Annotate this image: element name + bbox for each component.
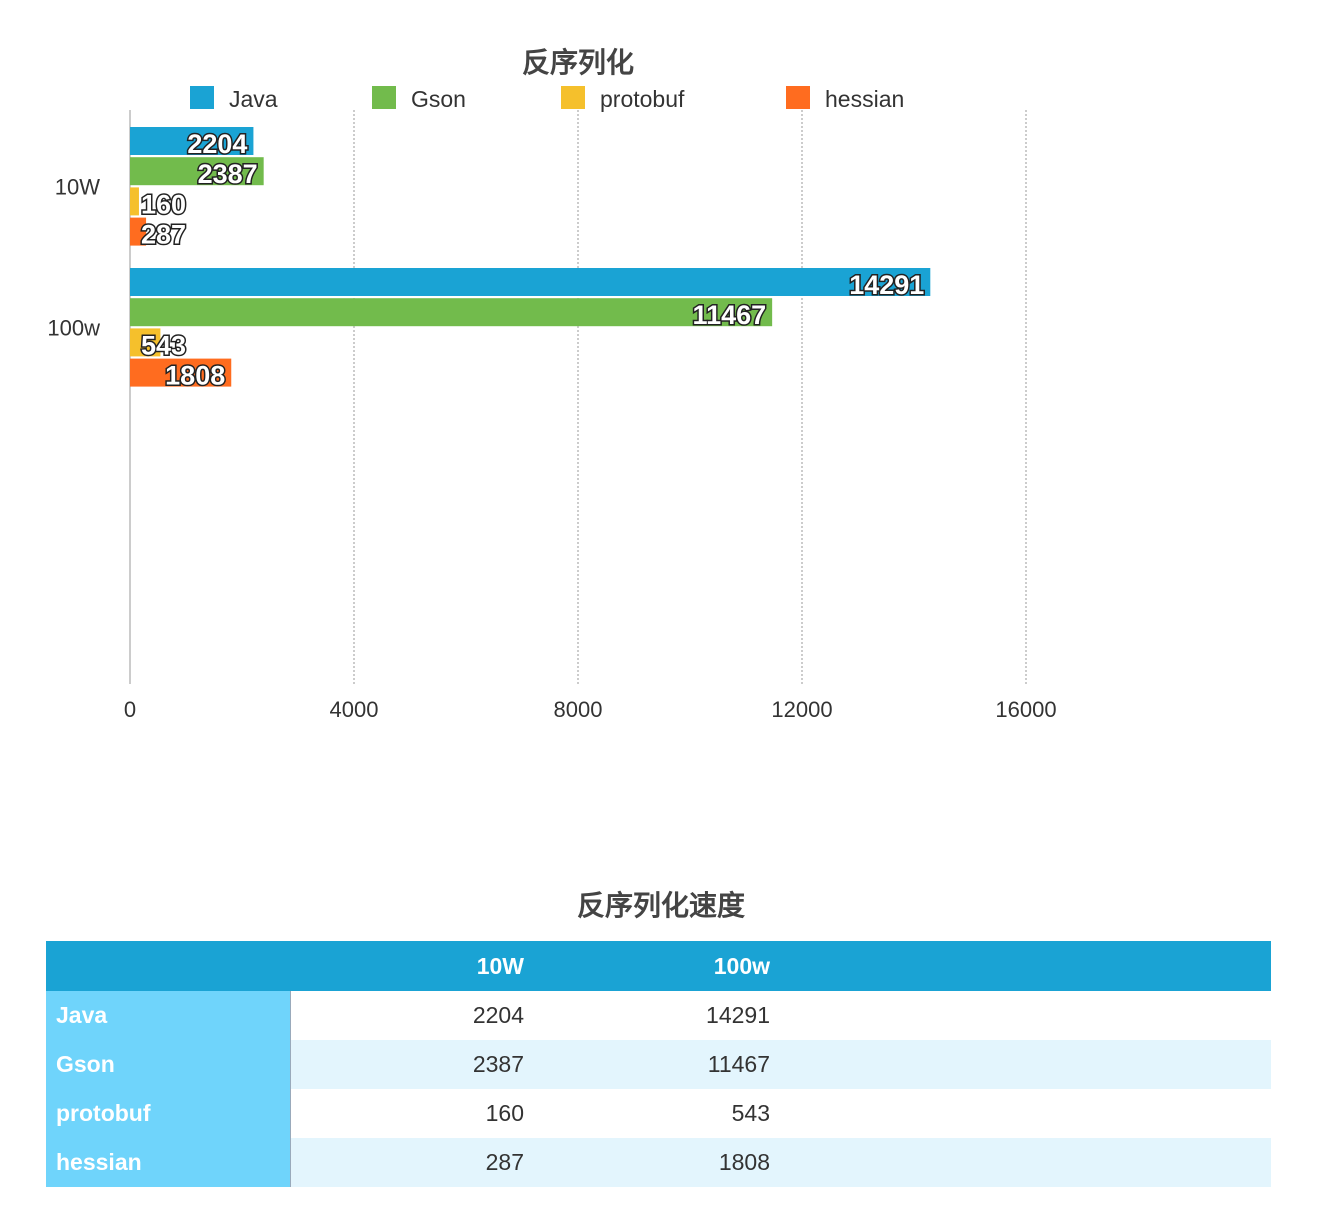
x-tick-label: 12000 [771,697,832,722]
table-row: hessian 287 1808 [46,1138,1271,1187]
bar-value-label: 287 [141,220,186,250]
table-header-row: 10W 100w [46,941,1271,991]
bar-value-label: 2387 [198,159,258,189]
x-tick-label: 0 [124,697,136,722]
legend-label-gson: Gson [411,86,466,112]
cell-100w: 1808 [524,1138,770,1187]
bar-gson [130,298,773,327]
bar-value-label: 160 [141,189,186,219]
x-axis-ticks: 0 4000 8000 12000 16000 [124,697,1057,722]
x-tick-label: 8000 [554,697,603,722]
x-tick-label: 16000 [995,697,1056,722]
table-header-100w: 100w [524,941,770,991]
category-label: 100w [47,315,100,340]
x-tick-label: 4000 [330,697,379,722]
legend-swatch-protobuf [561,86,585,109]
cell-filler [770,1089,1271,1138]
cell-filler [770,991,1271,1040]
row-label: Java [46,991,291,1040]
table-row: protobuf 160 543 [46,1089,1271,1138]
table-header-10w: 10W [290,941,524,991]
cell-filler [770,1138,1271,1187]
bar-java [130,127,254,155]
cell-10w: 2204 [472,1002,524,1028]
bar-value-label: 14291 [849,270,924,300]
cell-10w: 160 [485,1100,524,1126]
cell-100w: 14291 [706,1002,770,1028]
bar-protobuf [130,187,139,216]
data-table: 10W 100w Java 2204 14291 Gson 2387 11467… [46,941,1271,1187]
row-label: Gson [46,1040,291,1089]
legend-label-java: Java [229,86,278,112]
row-label: hessian [46,1138,291,1187]
table-row: Java 2204 14291 [46,991,1271,1040]
bar-value-label: 1808 [165,361,225,391]
legend-swatch-hessian [786,86,810,109]
table-header-empty [46,941,290,991]
row-label: protobuf [46,1089,291,1138]
legend-label-protobuf: protobuf [600,86,685,112]
chart-title: 反序列化 [522,46,634,78]
bar-hessian [130,217,147,246]
table-title: 反序列化速度 [576,890,745,921]
legend: Java Gson protobuf hessian [190,86,904,112]
bar-value-label: 2204 [187,129,247,159]
cell-10w: 287 [290,1138,524,1187]
grid-lines [129,110,1027,684]
legend-swatch-gson [372,86,396,109]
bar-gson [130,157,264,186]
category-label: 10W [55,174,100,199]
bar-value-label: 543 [141,330,186,360]
cell-100w: 11467 [524,1040,770,1089]
bar-protobuf [130,328,161,357]
cell-100w: 543 [731,1100,770,1126]
table-header-filler [770,941,1271,991]
cell-filler [770,1040,1271,1089]
legend-label-hessian: hessian [825,86,904,112]
bar-value-label: 11467 [693,300,767,330]
cell-10w: 2387 [290,1040,524,1089]
bar-hessian [130,358,232,387]
bar-java [130,268,931,296]
y-axis-categories: 10W 100w [47,174,100,340]
table-row: Gson 2387 11467 [46,1040,1271,1089]
legend-swatch-java [190,86,214,109]
